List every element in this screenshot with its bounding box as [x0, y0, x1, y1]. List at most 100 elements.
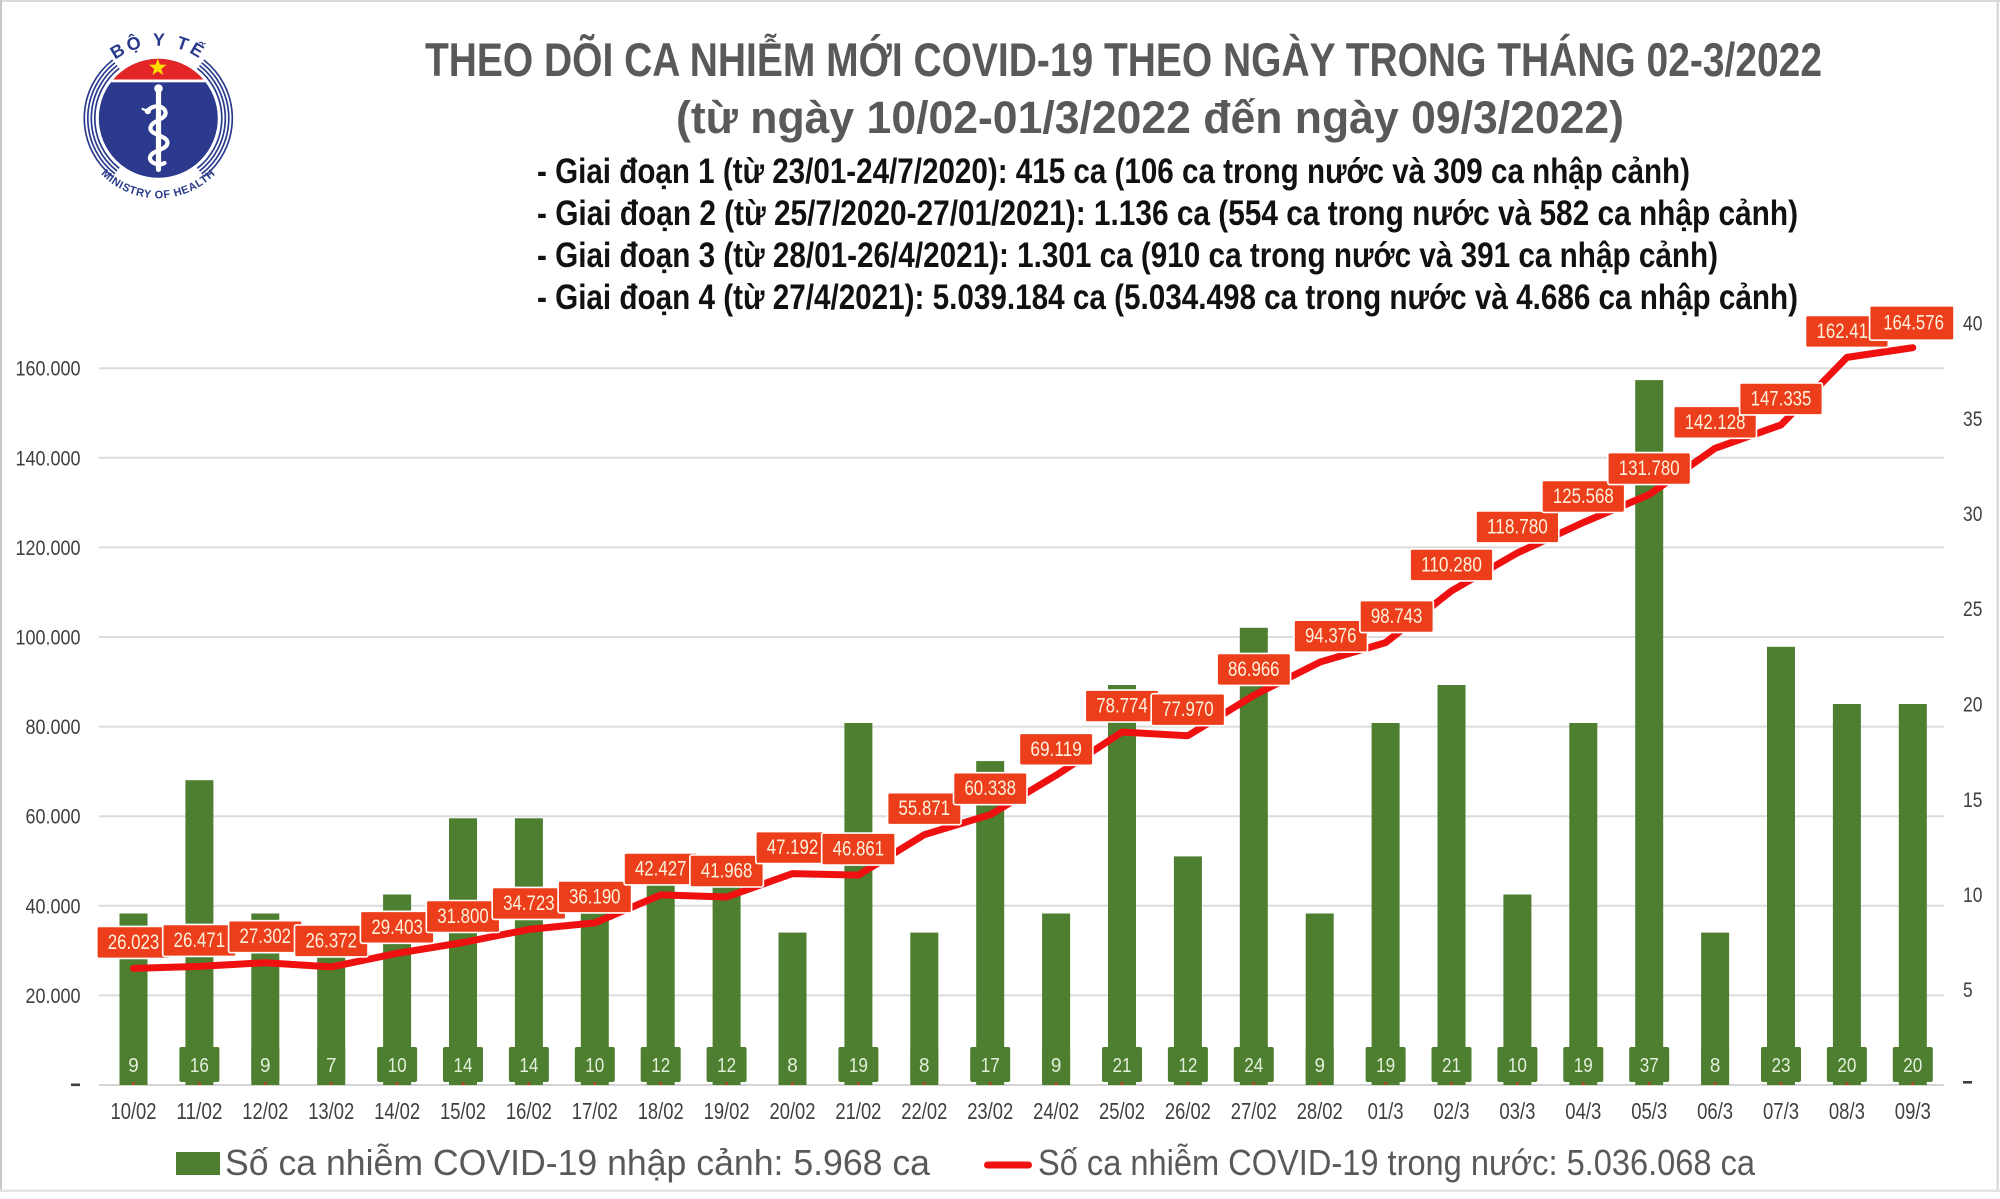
svg-text:12: 12: [1178, 1055, 1197, 1077]
svg-text:- Giai đoạn 4 (từ 27/4/2021):: - Giai đoạn 4 (từ 27/4/2021): 5.039.184 …: [537, 278, 1798, 317]
svg-text:10: 10: [388, 1055, 407, 1077]
svg-text:21/02: 21/02: [835, 1098, 881, 1124]
svg-text:12/02: 12/02: [242, 1098, 288, 1124]
svg-text:9: 9: [128, 1055, 139, 1077]
svg-text:160.000: 160.000: [16, 358, 81, 381]
svg-text:- Giai đoạn 1 (từ 23/01-24/7/2: - Giai đoạn 1 (từ 23/01-24/7/2020): 415 …: [537, 152, 1690, 191]
svg-text:40.000: 40.000: [26, 895, 81, 918]
svg-text:06/3: 06/3: [1697, 1098, 1733, 1124]
svg-text:11/02: 11/02: [176, 1098, 222, 1124]
svg-text:164.576: 164.576: [1883, 311, 1944, 334]
svg-text:9: 9: [1051, 1055, 1062, 1077]
svg-text:147.335: 147.335: [1751, 387, 1812, 410]
svg-text:01/3: 01/3: [1368, 1098, 1404, 1124]
svg-text:55.871: 55.871: [899, 797, 951, 820]
svg-text:8: 8: [1710, 1055, 1721, 1077]
svg-text:05/3: 05/3: [1631, 1098, 1667, 1124]
svg-text:21: 21: [1113, 1055, 1132, 1077]
svg-text:14/02: 14/02: [374, 1098, 420, 1124]
svg-text:17/02: 17/02: [572, 1098, 618, 1124]
svg-text:27/02: 27/02: [1231, 1098, 1277, 1124]
svg-text:26.023: 26.023: [108, 931, 160, 954]
svg-text:37: 37: [1640, 1055, 1659, 1077]
svg-text:9: 9: [1314, 1055, 1325, 1077]
svg-text:31.800: 31.800: [437, 905, 489, 928]
svg-text:42.427: 42.427: [635, 857, 687, 880]
svg-text:26.372: 26.372: [305, 929, 357, 952]
svg-text:5: 5: [1963, 979, 1973, 1002]
svg-text:131.780: 131.780: [1619, 457, 1680, 480]
svg-text:20.000: 20.000: [26, 985, 81, 1008]
svg-text:24: 24: [1244, 1055, 1263, 1077]
svg-text:34.723: 34.723: [503, 892, 555, 915]
svg-text:125.568: 125.568: [1553, 485, 1614, 508]
svg-text:35: 35: [1963, 408, 1982, 431]
svg-text:08/3: 08/3: [1829, 1098, 1865, 1124]
svg-text:30: 30: [1963, 503, 1982, 526]
svg-text:16/02: 16/02: [506, 1098, 552, 1124]
svg-text:26.471: 26.471: [174, 929, 226, 952]
svg-text:12: 12: [651, 1055, 670, 1077]
svg-text:40: 40: [1963, 313, 1982, 336]
svg-text:25: 25: [1963, 598, 1982, 621]
svg-text:14: 14: [454, 1055, 473, 1077]
svg-text:22/02: 22/02: [901, 1098, 947, 1124]
svg-text:100.000: 100.000: [16, 627, 81, 650]
svg-text:77.970: 77.970: [1162, 698, 1214, 721]
svg-text:26/02: 26/02: [1165, 1098, 1211, 1124]
svg-text:69.119: 69.119: [1030, 738, 1082, 761]
svg-text:21: 21: [1442, 1055, 1461, 1077]
svg-text:46.861: 46.861: [833, 838, 885, 861]
svg-text:09/3: 09/3: [1895, 1098, 1931, 1124]
svg-text:17: 17: [981, 1055, 1000, 1077]
svg-text:98.743: 98.743: [1371, 605, 1423, 628]
svg-text:16: 16: [190, 1055, 209, 1077]
svg-text:19: 19: [1574, 1055, 1593, 1077]
svg-text:(từ ngày 10/02-01/3/2022 đến n: (từ ngày 10/02-01/3/2022 đến ngày 09/3/2…: [676, 92, 1624, 143]
svg-text:10: 10: [1508, 1055, 1527, 1077]
svg-text:29.403: 29.403: [371, 916, 423, 939]
svg-text:10/02: 10/02: [111, 1098, 157, 1124]
svg-text:8: 8: [919, 1055, 930, 1077]
svg-text:86.966: 86.966: [1228, 658, 1280, 681]
svg-text:9: 9: [260, 1055, 271, 1077]
svg-text:20: 20: [1903, 1055, 1922, 1077]
svg-text:8: 8: [787, 1055, 798, 1077]
svg-text:23: 23: [1772, 1055, 1791, 1077]
svg-text:110.280: 110.280: [1421, 553, 1482, 576]
svg-text:23/02: 23/02: [967, 1098, 1013, 1124]
svg-text:20/02: 20/02: [770, 1098, 816, 1124]
svg-text:41.968: 41.968: [701, 860, 753, 883]
svg-text:THEO DÕI CA NHIỄM MỚI COVID-19: THEO DÕI CA NHIỄM MỚI COVID-19 THEO NGÀY…: [425, 33, 1822, 86]
svg-text:Số ca nhiễm COVID-19 nhập cảnh: Số ca nhiễm COVID-19 nhập cảnh: 5.968 ca: [225, 1142, 931, 1183]
svg-text:24/02: 24/02: [1033, 1098, 1079, 1124]
svg-text:18/02: 18/02: [638, 1098, 684, 1124]
svg-text:14: 14: [519, 1055, 538, 1077]
svg-text:15: 15: [1963, 789, 1982, 812]
svg-text:19: 19: [849, 1055, 868, 1077]
svg-text:- Giai đoạn 3 (từ 28/01-26/4/2: - Giai đoạn 3 (từ 28/01-26/4/2021): 1.30…: [537, 236, 1718, 275]
svg-text:- Giai đoạn 2 (từ 25/7/2020-27: - Giai đoạn 2 (từ 25/7/2020-27/01/2021):…: [537, 194, 1798, 233]
svg-text:7: 7: [326, 1055, 337, 1077]
svg-text:07/3: 07/3: [1763, 1098, 1799, 1124]
svg-text:25/02: 25/02: [1099, 1098, 1145, 1124]
svg-text:60.000: 60.000: [26, 806, 81, 829]
svg-text:20: 20: [1963, 694, 1982, 717]
svg-text:12: 12: [717, 1055, 736, 1077]
svg-text:Số ca nhiễm COVID-19 trong nướ: Số ca nhiễm COVID-19 trong nước: 5.036.0…: [1038, 1142, 1756, 1183]
svg-text:142.128: 142.128: [1685, 411, 1746, 434]
svg-text:78.774: 78.774: [1096, 695, 1148, 718]
svg-text:19/02: 19/02: [704, 1098, 750, 1124]
svg-text:13/02: 13/02: [308, 1098, 354, 1124]
svg-text:80.000: 80.000: [26, 716, 81, 739]
svg-text:10: 10: [1963, 884, 1982, 907]
svg-text:04/3: 04/3: [1565, 1098, 1601, 1124]
svg-text:15/02: 15/02: [440, 1098, 486, 1124]
svg-text:60.338: 60.338: [964, 777, 1016, 800]
svg-text:20: 20: [1837, 1055, 1856, 1077]
svg-text:27.302: 27.302: [240, 925, 292, 948]
svg-text:94.376: 94.376: [1305, 625, 1357, 648]
svg-text:47.192: 47.192: [767, 836, 819, 859]
svg-text:19: 19: [1376, 1055, 1395, 1077]
svg-text:03/3: 03/3: [1499, 1098, 1535, 1124]
